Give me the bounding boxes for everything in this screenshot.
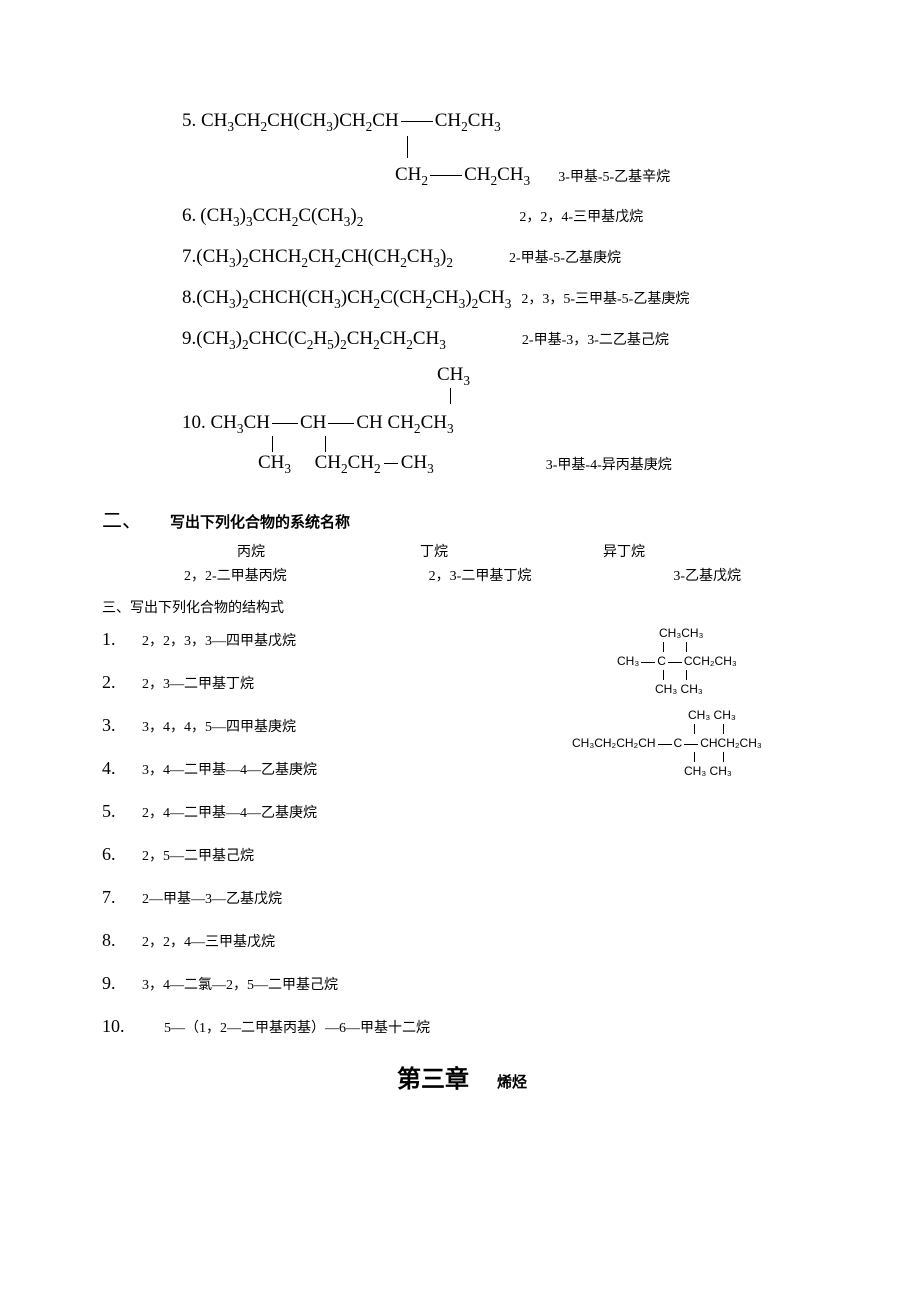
q5-formula: 5. CH3CH2CH(CH3)CH2CHCH2CH3 CH2CH2CH3 3-… xyxy=(102,110,822,186)
q3-item-5: 5.2，4—二甲基—4—乙基庚烷 xyxy=(102,801,822,822)
q6-answer: 2，2，4-三甲基戊烷 xyxy=(519,204,643,226)
q7-answer: 2-甲基-5-乙基庚烷 xyxy=(509,245,621,267)
q9-answer: 2-甲基-3，3-二乙基己烷 xyxy=(522,327,669,349)
q10-num: 10. xyxy=(182,412,206,433)
q3-item-7: 7.2—甲基—3—乙基戊烷 xyxy=(102,887,822,908)
q8-num: 8. xyxy=(182,287,196,309)
q6-formula: (CH3)3CCH2C(CH3)2 xyxy=(200,205,363,227)
q3-item-9: 9.3，4—二氯—2，5—二甲基己烷 xyxy=(102,973,822,994)
q6-num: 6. xyxy=(182,205,196,227)
q5-answer: 3-甲基-5-乙基辛烷 xyxy=(558,164,670,186)
q7-num: 7. xyxy=(182,246,196,268)
q9-formula: (CH3)2CHC(C2H5)2CH2CH2CH3 xyxy=(196,328,446,350)
q3-item-10: 10.5—（1，2—二甲基丙基）—6—甲基十二烷 xyxy=(102,1016,822,1037)
q10-answer: 3-甲基-4-异丙基庚烷 xyxy=(546,452,672,474)
struct1: CH₃CH₃ CH₃CCCH₂CH₃ CH₃ CH₃ xyxy=(617,625,737,698)
sec2-row1: 丙烷 丁烷 异丁烷 xyxy=(102,541,822,561)
q10-formula: CH3 10. CH3CHCHCH CH2CH3 CH3 CH2CH2CH3 3… xyxy=(102,364,822,474)
section2-heading: 二、 写出下列化合物的系统名称 xyxy=(102,504,822,533)
chapter-title: 第三章 烯烃 xyxy=(102,1059,822,1094)
q8-answer: 2，3，5-三甲基-5-乙基庚烷 xyxy=(521,286,689,308)
q5-num: 5. xyxy=(182,110,196,131)
q9-num: 9. xyxy=(182,328,196,350)
q3-item-8: 8.2，2，4—三甲基戊烷 xyxy=(102,930,822,951)
sec2-row2: 2，2-二甲基丙烷 2，3-二甲基丁烷 3-乙基戊烷 xyxy=(102,565,822,585)
q7-formula: (CH3)2CHCH2CH2CH(CH2CH3)2 xyxy=(196,246,453,268)
q3-item-6: 6.2，5—二甲基己烷 xyxy=(102,844,822,865)
section3-heading: 三、写出下列化合物的结构式 xyxy=(102,597,822,617)
struct2: CH₃ CH₃ CH₃CH₂CH₂CHCCHCH₂CH₃ CH₃ CH₃ xyxy=(572,707,762,780)
q8-formula: (CH3)2CHCH(CH3)CH2C(CH2CH3)2CH3 xyxy=(196,287,511,309)
